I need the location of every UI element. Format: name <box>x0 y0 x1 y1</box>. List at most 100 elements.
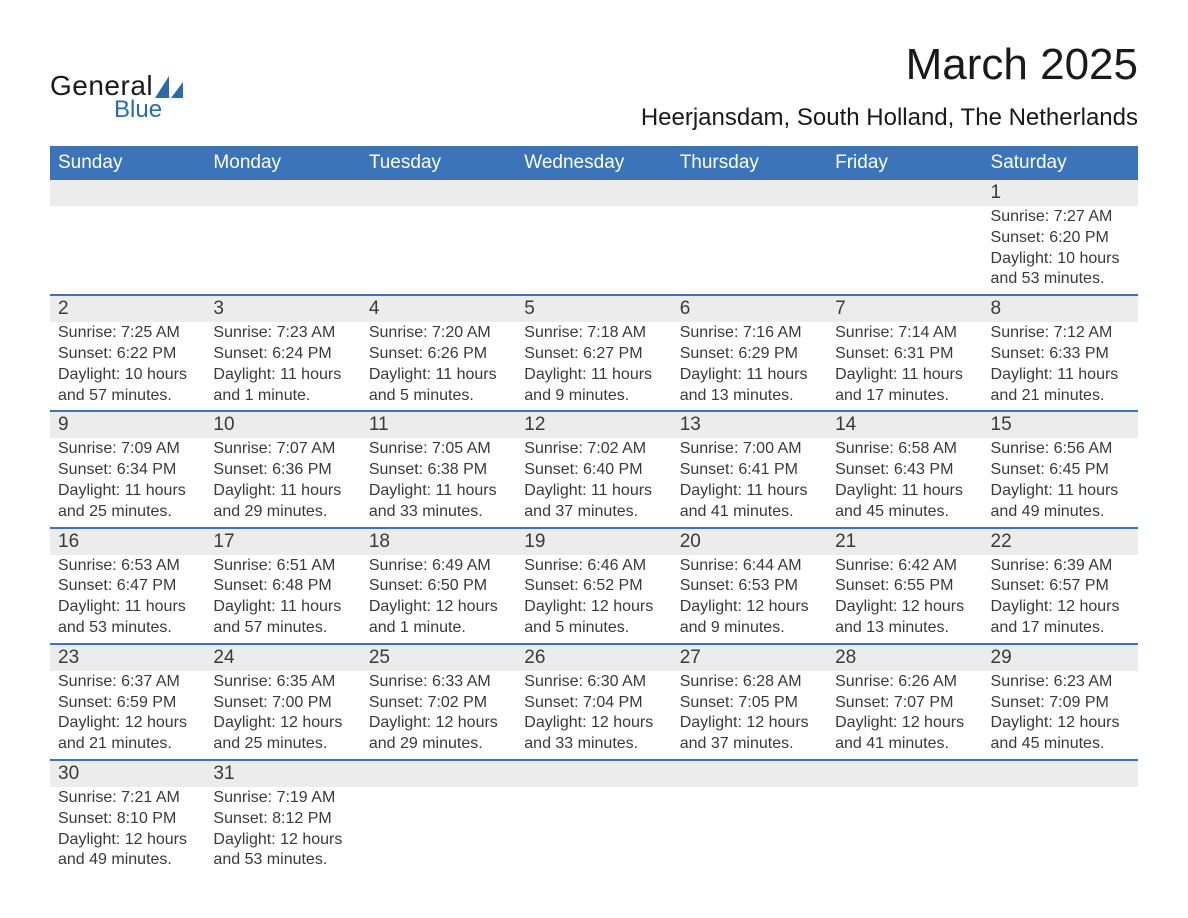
day-line: Sunrise: 6:56 AM <box>991 439 1130 460</box>
day-line: Sunrise: 6:44 AM <box>680 556 819 577</box>
day-number: 15 <box>983 411 1138 438</box>
day-line: Sunset: 6:31 PM <box>835 344 974 365</box>
day-line: Sunrise: 7:05 AM <box>369 439 508 460</box>
day-content: Sunrise: 6:26 AMSunset: 7:07 PMDaylight:… <box>827 671 982 760</box>
day-content: Sunrise: 6:58 AMSunset: 6:43 PMDaylight:… <box>827 438 982 527</box>
day-line: Sunrise: 6:23 AM <box>991 672 1130 693</box>
day-line: Sunset: 6:59 PM <box>58 693 197 714</box>
day-content <box>827 206 982 295</box>
day-line: and 17 minutes. <box>991 618 1130 639</box>
day-line: Daylight: 11 hours <box>991 481 1130 502</box>
day-content: Sunrise: 7:00 AMSunset: 6:41 PMDaylight:… <box>672 438 827 527</box>
day-number: 16 <box>50 528 205 555</box>
day-number: 26 <box>516 644 671 671</box>
day-line: Sunset: 6:40 PM <box>524 460 663 481</box>
content-row: Sunrise: 6:37 AMSunset: 6:59 PM Daylight:… <box>50 671 1138 760</box>
content-row: Sunrise: 7:21 AMSunset: 8:10 PMDaylight:… <box>50 787 1138 875</box>
day-line: and 1 minute. <box>213 386 352 407</box>
day-number: 13 <box>672 411 827 438</box>
day-line: Sunset: 6:36 PM <box>213 460 352 481</box>
day-content: Sunrise: 6:49 AMSunset: 6:50 PMDaylight:… <box>361 555 516 644</box>
header: General Blue March 2025 Heerjansdam, Sou… <box>50 40 1138 132</box>
day-line: Sunrise: 6:37 AM <box>58 672 197 693</box>
day-header: Saturday <box>983 146 1138 180</box>
day-number: 22 <box>983 528 1138 555</box>
day-line: Daylight: 11 hours <box>369 481 508 502</box>
day-content: Sunrise: 6:46 AMSunset: 6:52 PMDaylight:… <box>516 555 671 644</box>
day-line: and 33 minutes. <box>369 502 508 523</box>
day-line: Sunset: 6:55 PM <box>835 576 974 597</box>
day-line: Sunset: 7:07 PM <box>835 693 974 714</box>
day-line: Sunrise: 6:39 AM <box>991 556 1130 577</box>
day-line: Daylight: 12 hours <box>680 713 819 734</box>
day-content <box>672 206 827 295</box>
day-line: Sunset: 6:48 PM <box>213 576 352 597</box>
day-line: and 29 minutes. <box>213 502 352 523</box>
day-number <box>205 180 360 206</box>
day-line: Daylight: 12 hours <box>991 713 1130 734</box>
day-number: 12 <box>516 411 671 438</box>
day-line: and 37 minutes. <box>524 502 663 523</box>
logo: General Blue <box>50 70 183 124</box>
calendar-table: SundayMondayTuesdayWednesdayThursdayFrid… <box>50 146 1138 875</box>
day-header: Friday <box>827 146 982 180</box>
day-line: Daylight: 11 hours <box>680 365 819 386</box>
day-line: Daylight: 10 hours <box>991 249 1130 270</box>
day-line: and 49 minutes. <box>991 502 1130 523</box>
day-number: 30 <box>50 760 205 787</box>
day-line: and 21 minutes. <box>58 734 197 755</box>
day-content: Sunrise: 6:37 AMSunset: 6:59 PMDaylight:… <box>50 671 205 760</box>
day-line: Sunset: 6:33 PM <box>991 344 1130 365</box>
day-line: and 9 minutes. <box>680 618 819 639</box>
day-line: Daylight: 10 hours <box>58 365 197 386</box>
day-number: 21 <box>827 528 982 555</box>
day-line: Sunrise: 7:09 AM <box>58 439 197 460</box>
day-line: Daylight: 11 hours <box>835 481 974 502</box>
day-content: Sunrise: 7:14 AMSunset: 6:31 PMDaylight:… <box>827 322 982 411</box>
content-row: Sunrise: 6:53 AMSunset: 6:47 PMDaylight:… <box>50 555 1138 644</box>
day-line: and 13 minutes. <box>680 386 819 407</box>
day-line: Sunrise: 6:26 AM <box>835 672 974 693</box>
day-line: Sunrise: 6:49 AM <box>369 556 508 577</box>
day-content: Sunrise: 7:16 AMSunset: 6:29 PMDaylight:… <box>672 322 827 411</box>
day-content: Sunrise: 6:51 AMSunset: 6:48 PMDaylight:… <box>205 555 360 644</box>
day-number: 2 <box>50 295 205 322</box>
day-line: and 5 minutes. <box>369 386 508 407</box>
day-number: 4 <box>361 295 516 322</box>
day-content: Sunrise: 7:25 AMSunset: 6:22 PMDaylight:… <box>50 322 205 411</box>
day-line: Daylight: 11 hours <box>991 365 1130 386</box>
day-line: Daylight: 12 hours <box>991 597 1130 618</box>
day-line: Daylight: 12 hours <box>213 830 352 851</box>
day-number <box>361 180 516 206</box>
day-line: Sunset: 7:04 PM <box>524 693 663 714</box>
day-line: Sunset: 6:26 PM <box>369 344 508 365</box>
day-line: Sunset: 8:10 PM <box>58 809 197 830</box>
day-content: Sunrise: 7:18 AMSunset: 6:27 PMDaylight:… <box>516 322 671 411</box>
title-block: March 2025 Heerjansdam, South Holland, T… <box>641 40 1138 132</box>
day-number: 11 <box>361 411 516 438</box>
day-content <box>516 787 671 875</box>
day-content: Sunrise: 7:20 AMSunset: 6:26 PMDaylight:… <box>361 322 516 411</box>
day-number: 5 <box>516 295 671 322</box>
day-number: 9 <box>50 411 205 438</box>
day-line: Sunset: 6:34 PM <box>58 460 197 481</box>
day-line: Daylight: 12 hours <box>680 597 819 618</box>
day-line: Sunset: 7:05 PM <box>680 693 819 714</box>
day-line: and 37 minutes. <box>680 734 819 755</box>
day-line: Sunrise: 7:16 AM <box>680 323 819 344</box>
day-line: Sunset: 6:22 PM <box>58 344 197 365</box>
day-number: 10 <box>205 411 360 438</box>
day-line: Sunset: 6:53 PM <box>680 576 819 597</box>
day-line: Daylight: 12 hours <box>835 597 974 618</box>
day-number <box>516 180 671 206</box>
day-line: and 57 minutes. <box>58 386 197 407</box>
day-number: 6 <box>672 295 827 322</box>
day-line: Daylight: 12 hours <box>835 713 974 734</box>
day-content: Sunrise: 7:05 AMSunset: 6:38 PMDaylight:… <box>361 438 516 527</box>
day-line: and 25 minutes. <box>58 502 197 523</box>
day-line: and 57 minutes. <box>213 618 352 639</box>
day-line: Sunset: 7:02 PM <box>369 693 508 714</box>
day-line: Daylight: 12 hours <box>58 830 197 851</box>
day-number <box>672 760 827 787</box>
day-line: Sunrise: 6:51 AM <box>213 556 352 577</box>
